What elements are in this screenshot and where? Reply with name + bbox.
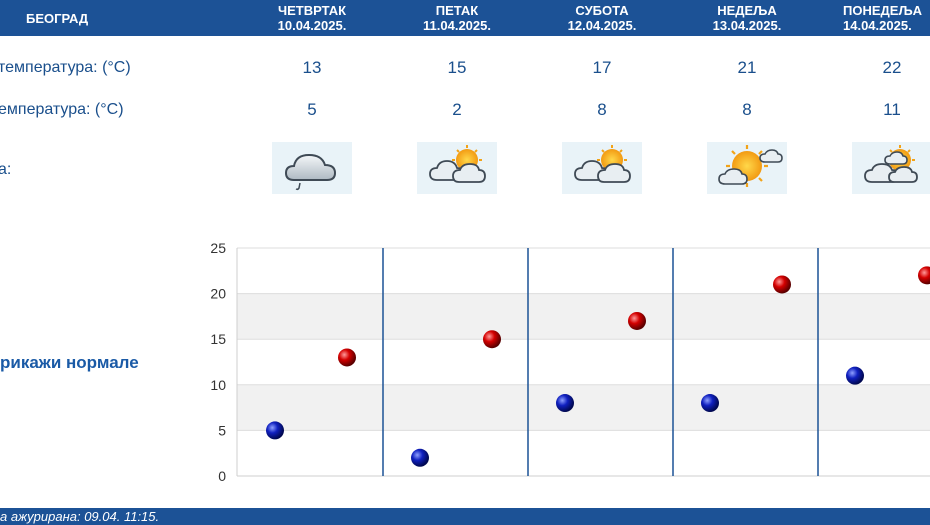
grid-band bbox=[237, 293, 930, 340]
y-tick-label: 10 bbox=[210, 377, 226, 393]
min-temp-point bbox=[411, 448, 429, 467]
min-temp-point bbox=[701, 394, 719, 413]
day-header-friday: ПЕТАК 11.04.2025. bbox=[387, 3, 527, 33]
max-temp-value: 17 bbox=[592, 58, 612, 77]
day-header-saturday: СУБОТА 12.04.2025. bbox=[532, 3, 672, 33]
day-date: 11.04.2025. bbox=[423, 18, 491, 33]
min-temp-value: 2 bbox=[452, 100, 462, 119]
weather-label: а: bbox=[0, 161, 12, 178]
day-name: СУБОТА bbox=[575, 3, 629, 18]
min-temp-value: 8 bbox=[597, 100, 607, 119]
day-date: 10.04.2025. bbox=[277, 18, 347, 33]
cloud-rain-icon bbox=[272, 142, 352, 194]
day-name: ПЕТАК bbox=[435, 3, 479, 18]
day-header-monday: ПОНЕДЕЉА 14.04.2025. bbox=[816, 3, 930, 33]
day-name: ПОНЕДЕЉА bbox=[843, 3, 923, 18]
day-name: ЧЕТВРТАК bbox=[277, 3, 347, 18]
max-temp-label: температура: (°C) bbox=[0, 59, 131, 76]
day-name: НЕДЕЉА bbox=[717, 3, 777, 18]
y-tick-label: 5 bbox=[218, 422, 226, 438]
partly-cloudy-icon bbox=[417, 142, 497, 194]
min-temp-value: 11 bbox=[883, 100, 901, 119]
max-temp-point bbox=[628, 311, 646, 330]
day-header-thursday: ЧЕТВРТАК 10.04.2025. bbox=[242, 3, 382, 33]
max-temp-point bbox=[918, 266, 930, 285]
min-temp-value: 5 bbox=[307, 100, 317, 119]
header-bar: БЕОГРАД ЧЕТВРТАК 10.04.2025. ПЕТАК 11.04… bbox=[0, 0, 930, 36]
day-date: 14.04.2025. bbox=[843, 18, 912, 33]
y-tick-label: 15 bbox=[210, 331, 226, 347]
show-normals-link[interactable]: рикажи нормале bbox=[0, 353, 139, 372]
y-tick-label: 20 bbox=[210, 286, 226, 302]
max-temp-value: 21 bbox=[737, 58, 757, 77]
min-temp-label: емпература: (°C) bbox=[0, 101, 124, 118]
day-date: 13.04.2025. bbox=[712, 18, 782, 33]
max-temp-value: 15 bbox=[447, 58, 467, 77]
day-header-sunday: НЕДЕЉА 13.04.2025. bbox=[677, 3, 817, 33]
min-temp-point bbox=[556, 394, 574, 413]
min-temp-point bbox=[266, 421, 284, 440]
footer-bar: а ажурирана: 09.04. 11:15. bbox=[0, 508, 930, 525]
y-tick-label: 25 bbox=[210, 240, 226, 256]
max-temp-point bbox=[483, 330, 501, 349]
partly-cloudy-icon bbox=[852, 142, 930, 194]
max-temp-point bbox=[338, 348, 356, 367]
day-date: 12.04.2025. bbox=[567, 18, 637, 33]
max-temp-value: 13 bbox=[302, 58, 322, 77]
y-tick-label: 0 bbox=[218, 468, 226, 484]
max-temp-point bbox=[773, 275, 791, 294]
sunny-cloud-icon bbox=[707, 142, 787, 194]
min-temp-value: 8 bbox=[742, 100, 752, 119]
city-label: БЕОГРАД bbox=[26, 11, 89, 26]
grid-band bbox=[237, 384, 930, 431]
partly-cloudy-icon bbox=[562, 142, 642, 194]
last-updated-text: а ажурирана: 09.04. 11:15. bbox=[0, 509, 160, 524]
max-temp-value: 22 bbox=[882, 58, 902, 77]
min-temp-point bbox=[846, 366, 864, 385]
